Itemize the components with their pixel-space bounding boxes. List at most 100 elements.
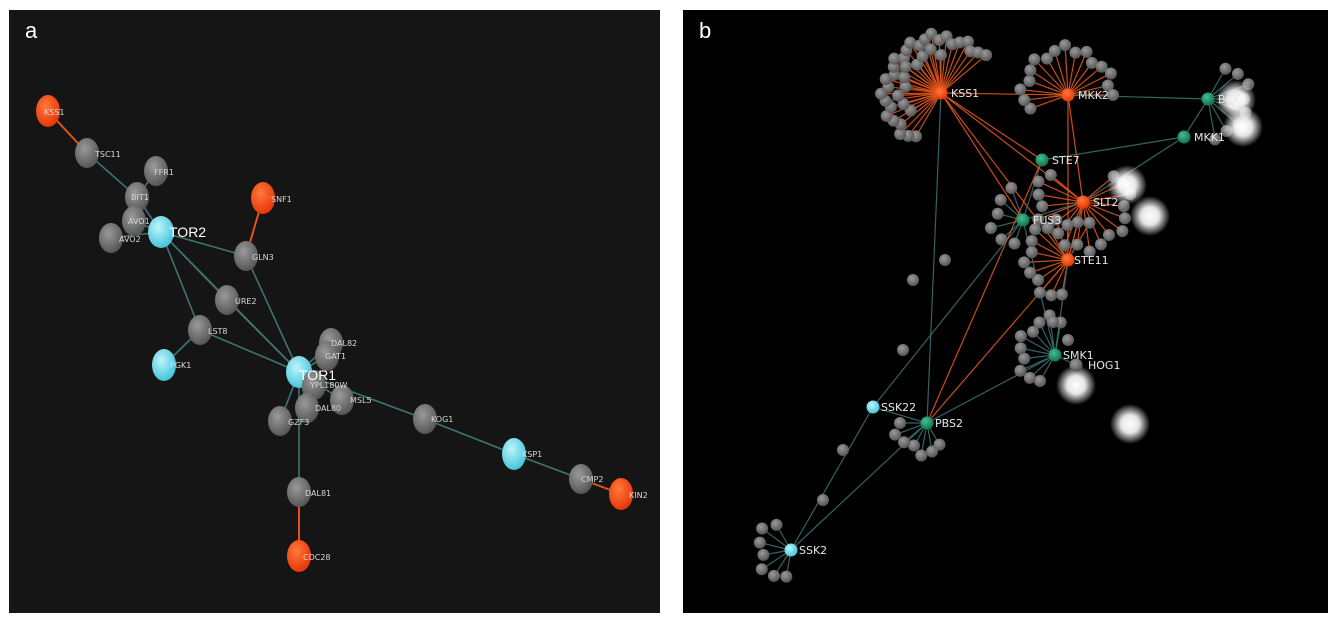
node-satellite-52	[1101, 79, 1114, 92]
node-satellite-77	[1018, 256, 1031, 269]
node-satellite-108	[894, 417, 906, 429]
node-cdc28	[287, 540, 311, 572]
label-mkk1: MKK1	[1194, 131, 1225, 144]
node-satellite-40	[1014, 83, 1027, 96]
node-ste7	[1035, 153, 1049, 167]
node-satellite-90	[994, 193, 1007, 206]
edge-satellite-80	[1034, 228, 1069, 261]
node-satellite-38	[1024, 102, 1037, 115]
node-satellite-44	[1041, 52, 1053, 65]
label-ssk2: SSK2	[799, 544, 827, 557]
edge-satellite-44	[1046, 58, 1069, 96]
node-satellite-87	[995, 233, 1008, 246]
edge-satellite-69	[1038, 194, 1084, 203]
node-mkk1	[1177, 130, 1191, 144]
edge-satellite-59	[1082, 201, 1123, 232]
edge-satellite-0	[915, 92, 942, 137]
edge-satellite-33	[905, 66, 942, 94]
node-satellite-79	[1025, 234, 1038, 247]
edge-satellite-1	[907, 92, 942, 137]
node-lst8	[188, 315, 212, 345]
label-tsc11: TSC11	[94, 150, 121, 159]
edge-satellite-27	[940, 54, 987, 94]
node-satellite-46	[1059, 39, 1072, 52]
label-bck1: BCK	[1218, 93, 1241, 106]
labels-a: KSS1 TSC11 FFR1 BIT1 AVO1 AVO2 TOR2 SNF1 GLN3 URE…	[44, 108, 648, 562]
label-slt2: SLT2	[1093, 196, 1118, 209]
edge-satellite-16	[909, 42, 942, 94]
label-pbs2: PBS2	[935, 417, 963, 430]
edge-kss1-fus3	[940, 92, 1024, 221]
node-ure2	[215, 285, 239, 315]
label-ste11: STE11	[1074, 254, 1109, 267]
network-graph-a: KSS1 TSC11 FFR1 BIT1 AVO1 AVO2 TOR2 SNF1 GLN3 URE…	[36, 95, 648, 572]
node-satellite-107	[889, 428, 902, 441]
node-satellite-75	[1032, 274, 1045, 287]
node-satellite-82	[1050, 213, 1063, 226]
label-avo2: AVO2	[119, 235, 141, 244]
node-satellite-109	[780, 570, 793, 583]
label-dal80: DAL80	[315, 404, 341, 413]
network-panel-a: a KSS1 TSC11 FFR1 BIT1 AVO1 AVO2 TOR2 SNF1 GLN3 U…	[9, 10, 660, 613]
label-snf1: SNF1	[271, 195, 292, 204]
node-satellite-24	[962, 35, 975, 48]
node-pbs2	[920, 416, 934, 430]
edge-satellite-70	[1038, 180, 1084, 203]
label-cmp2: CMP2	[581, 475, 603, 484]
node-satellite-68	[1036, 200, 1049, 213]
node-satellite-2	[894, 128, 907, 141]
edge-satellite-123	[1207, 98, 1216, 140]
edge-kss1-mkk2	[940, 92, 1069, 96]
edge-gln3-tor1	[245, 255, 300, 373]
node-ksp1	[502, 438, 526, 470]
node-satellite-50	[1095, 60, 1108, 73]
node-satellite-65	[1052, 227, 1065, 240]
edge-tor2-gln3	[160, 231, 247, 257]
node-kss1	[36, 95, 60, 127]
node-satellite-49	[1085, 56, 1098, 69]
node-satellite-88	[984, 221, 997, 234]
node-satellite-16	[904, 36, 917, 49]
edge-ste11-pbs2	[926, 259, 1069, 424]
node-gzf3	[268, 406, 292, 436]
label-kss1: KSS1	[44, 108, 65, 117]
edge-satellite-43	[1033, 58, 1069, 96]
label-cdc28: CDC28	[303, 553, 331, 562]
label-dal81: DAL81	[305, 489, 331, 498]
node-satellite-32	[898, 71, 911, 84]
edge-tor2-lst8	[160, 231, 201, 331]
node-gat1	[315, 341, 339, 371]
label-gln3: GLN3	[252, 253, 274, 262]
node-ypl180w	[302, 370, 326, 400]
network-panel-b: b KSS1 MKK2 BCK MKK1 STE7 SLT2 FUS3 STE11 SMK1 HO…	[683, 10, 1328, 613]
label-ksp1: KSP1	[522, 450, 542, 459]
node-satellite-83	[1061, 219, 1074, 232]
node-linker-3	[817, 494, 829, 506]
node-satellite-61	[1094, 238, 1107, 251]
node-linker-2	[897, 344, 909, 356]
edge-ure2-tor1	[226, 299, 300, 373]
node-satellite-60	[1102, 228, 1115, 241]
node-gln3	[234, 241, 258, 271]
edge-ste7-pbs2	[926, 159, 1043, 424]
node-hog1	[1069, 358, 1083, 372]
node-satellite-64	[1058, 239, 1071, 252]
node-satellite-97	[1014, 330, 1027, 343]
node-satellite-37	[935, 49, 947, 61]
label-ffr1: FFR1	[154, 168, 174, 177]
node-kin2	[609, 478, 633, 510]
glow-node-2	[1107, 165, 1147, 205]
labels-b: KSS1 MKK2 BCK MKK1 STE7 SLT2 FUS3 STE11 SMK1HOG1…	[799, 87, 1241, 557]
node-satellite-74	[1033, 286, 1046, 299]
node-kss1	[934, 86, 948, 100]
edge-satellite-76	[1029, 259, 1069, 274]
node-satellite-63	[1071, 238, 1084, 251]
edges-b	[759, 33, 1249, 577]
node-satellite-95	[1018, 352, 1031, 365]
edge-satellite-82	[1055, 219, 1069, 261]
edge-satellite-52	[1067, 84, 1109, 96]
node-satellite-71	[1044, 169, 1057, 182]
node-satellite-117	[1231, 67, 1244, 80]
label-ssk22: SSK22	[881, 401, 916, 414]
node-satellite-43	[1028, 53, 1041, 66]
